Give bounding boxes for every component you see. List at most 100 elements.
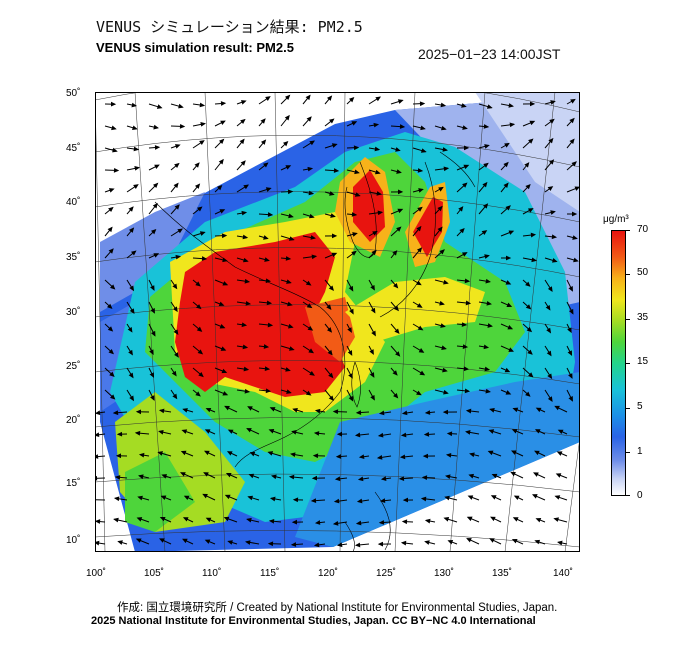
wind-arrow-head (439, 249, 445, 255)
wind-arrow-head (205, 407, 212, 413)
colorbar-tick: 0 (637, 490, 643, 501)
wind-arrow-head (349, 96, 355, 103)
wind-arrow-head (285, 94, 291, 100)
wind-arrow-head (265, 278, 272, 284)
wind-arrow-head (204, 450, 210, 456)
wind-arrow-head (107, 226, 113, 233)
wind-arrow-head (244, 278, 251, 284)
wind-arrow-head (371, 330, 376, 337)
wind-arrow-head (484, 254, 490, 259)
wind-arrow-head (108, 248, 114, 254)
wind-arrow-head (490, 495, 497, 500)
wind-arrow-head (292, 497, 299, 503)
wind-arrow-head (283, 140, 289, 147)
wind-arrow-head (507, 324, 514, 330)
wind-arrow-head (328, 395, 334, 402)
wind-arrow-head (482, 203, 489, 209)
wind-arrow-head (373, 122, 380, 128)
wind-arrow-head (218, 158, 224, 165)
wind-arrow-head (399, 124, 406, 129)
wind-arrow-head (117, 540, 123, 545)
wind-arrow-head (437, 205, 443, 212)
wind-arrow-head (392, 250, 398, 256)
wind-arrow-head (393, 283, 399, 289)
wind-arrow-head (511, 450, 517, 455)
wind-arrow-head (326, 304, 332, 310)
wind-arrow-head (375, 96, 382, 102)
wind-arrow-head (506, 302, 513, 308)
wind-arrow-head (308, 213, 315, 219)
wind-arrow-head (557, 540, 563, 546)
wind-arrow-head (424, 410, 431, 415)
wind-arrow-head (199, 102, 206, 108)
colorbar-tick: 1 (637, 446, 643, 457)
wind-arrow-head (219, 138, 225, 144)
wind-arrow-head (505, 205, 511, 211)
timestamp: 2025−01−23 14:00JST (418, 46, 561, 62)
wind-arrow-head (402, 497, 408, 503)
lat-label: 25˚ (66, 361, 81, 372)
wind-arrow-head (308, 190, 315, 196)
wind-arrow-head (535, 517, 542, 523)
wind-arrow-head (568, 285, 573, 292)
wind-arrow-head (159, 517, 166, 522)
wind-arrow-head (179, 124, 186, 129)
wind-arrow-head (113, 496, 120, 502)
colorbar-tick: 50 (637, 267, 649, 278)
wind-arrow-head (133, 184, 139, 190)
wind-arrow-head (109, 394, 116, 400)
wind-arrow-head (380, 476, 387, 482)
wind-arrow-head (174, 144, 181, 149)
wind-arrow-head (95, 410, 101, 416)
wind-arrow-head (446, 431, 453, 437)
wind-arrow-head (461, 322, 468, 327)
wind-arrow-head (370, 394, 375, 401)
wind-arrow-head (530, 232, 537, 238)
wind-arrow-head (420, 148, 427, 153)
wind-arrow-head (336, 542, 343, 548)
title-japanese: VENUS シミュレーション結果: PM2.5 (96, 18, 363, 36)
wind-arrow-head (503, 161, 509, 168)
wind-arrow-head (263, 162, 269, 168)
wind-arrow-head (224, 494, 231, 500)
wind-arrow-head (462, 182, 468, 188)
colorbar-unit: μg/m³ (603, 214, 629, 225)
wind-arrow-head (115, 453, 121, 459)
wind-arrow-head (284, 114, 290, 121)
wind-arrow-head (464, 388, 471, 394)
wind-arrow-head (396, 169, 402, 174)
wind-arrow-head (534, 450, 540, 456)
wind-arrow-head (483, 344, 490, 350)
lon-label: 130˚ (434, 568, 455, 579)
wind-arrow-head (245, 300, 252, 306)
wind-arrow-head (534, 429, 541, 434)
lat-label: 35˚ (66, 252, 81, 263)
wind-arrow-head (505, 390, 512, 395)
wind-arrow-head (419, 101, 426, 107)
wind-arrow-head (424, 518, 431, 524)
pm25-map (95, 92, 580, 552)
lon-label: 125˚ (376, 568, 397, 579)
wind-arrow-head (444, 495, 450, 501)
wind-arrow-head (306, 303, 313, 309)
wind-arrow-head (313, 431, 320, 436)
wind-arrow-head (525, 304, 532, 310)
wind-arrow-head (260, 118, 266, 124)
lat-label: 15˚ (66, 478, 81, 489)
wind-arrow-head (379, 498, 386, 504)
wind-arrow-head (330, 213, 336, 218)
wind-arrow-head (392, 370, 398, 376)
wind-arrow-head (458, 206, 464, 212)
wind-arrow-head (485, 278, 491, 284)
wind-arrow-head (227, 429, 234, 434)
lon-label: 105˚ (144, 568, 165, 579)
wind-arrow-head (172, 393, 178, 400)
wind-arrow-head (554, 495, 561, 500)
wind-arrow-head (416, 303, 423, 308)
wind-arrow-head (175, 254, 182, 260)
wind-arrow-head (107, 326, 114, 332)
wind-arrow-head (269, 407, 276, 412)
wind-arrow-head (150, 330, 156, 337)
wind-arrow-head (400, 540, 407, 546)
wind-arrow-head (377, 210, 384, 216)
